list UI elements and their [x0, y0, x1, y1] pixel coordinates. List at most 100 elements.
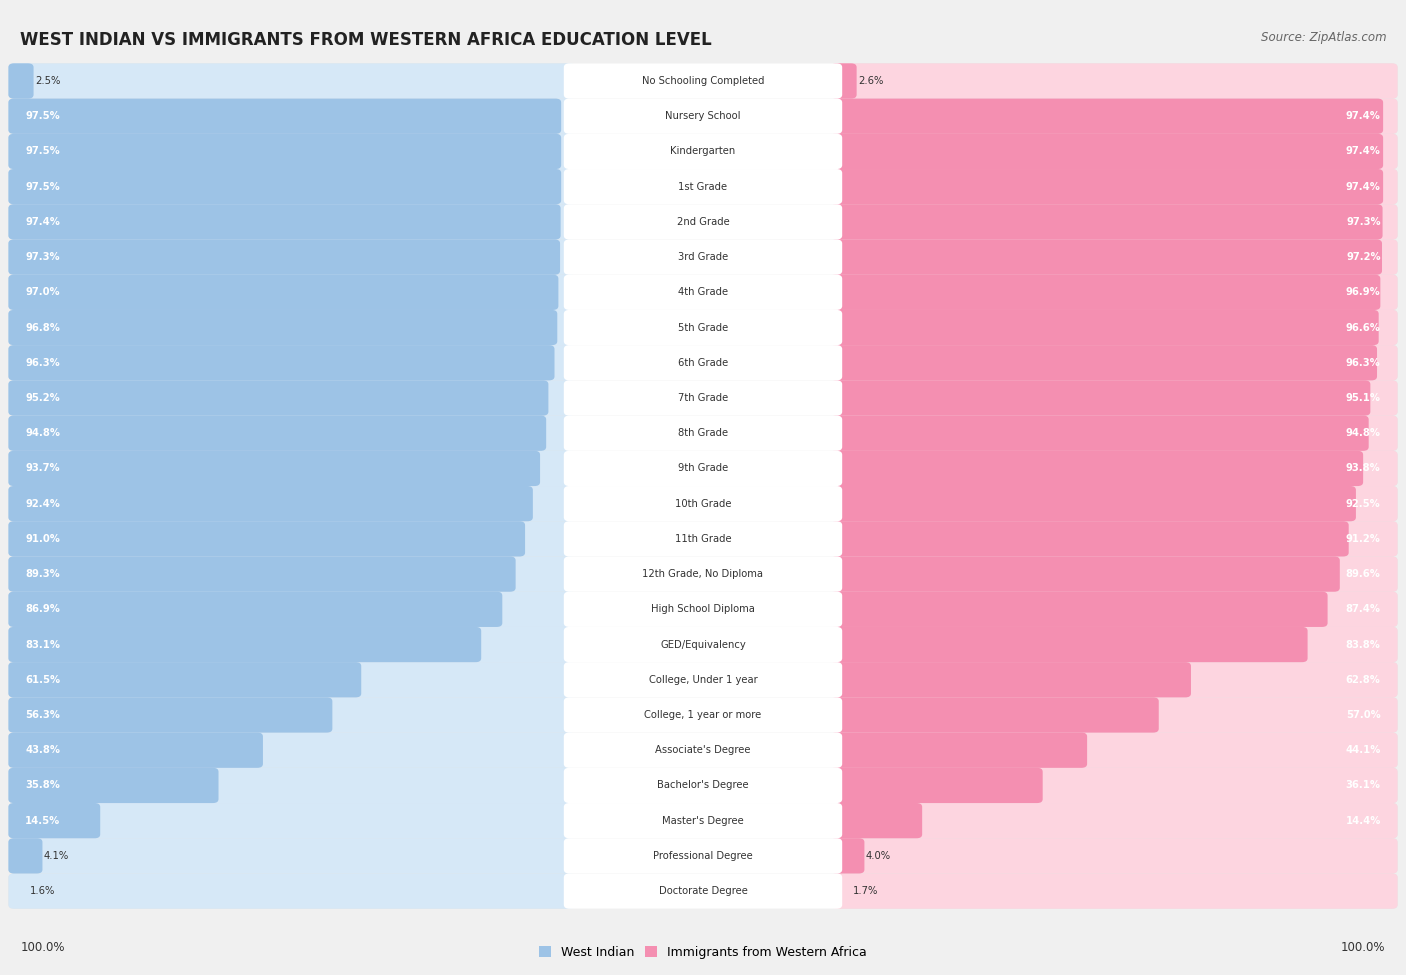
FancyBboxPatch shape	[831, 98, 1398, 134]
FancyBboxPatch shape	[564, 627, 842, 662]
FancyBboxPatch shape	[8, 134, 561, 169]
FancyBboxPatch shape	[8, 767, 218, 803]
Text: 56.3%: 56.3%	[25, 710, 60, 720]
Text: 1.7%: 1.7%	[853, 886, 879, 896]
FancyBboxPatch shape	[8, 98, 561, 134]
FancyBboxPatch shape	[8, 557, 1398, 592]
FancyBboxPatch shape	[831, 345, 1398, 380]
FancyBboxPatch shape	[831, 838, 865, 874]
FancyBboxPatch shape	[8, 345, 1398, 380]
FancyBboxPatch shape	[8, 169, 561, 205]
Text: 97.5%: 97.5%	[25, 181, 60, 192]
FancyBboxPatch shape	[8, 450, 1398, 487]
FancyBboxPatch shape	[831, 697, 1159, 732]
Text: 4th Grade: 4th Grade	[678, 288, 728, 297]
Text: 96.9%: 96.9%	[1346, 288, 1381, 297]
FancyBboxPatch shape	[831, 838, 1398, 874]
FancyBboxPatch shape	[831, 557, 1398, 592]
Text: 87.4%: 87.4%	[1346, 604, 1381, 614]
FancyBboxPatch shape	[831, 240, 1382, 275]
Text: 100.0%: 100.0%	[1340, 941, 1385, 955]
FancyBboxPatch shape	[8, 63, 34, 98]
FancyBboxPatch shape	[564, 310, 842, 345]
Text: 1.6%: 1.6%	[30, 886, 55, 896]
FancyBboxPatch shape	[831, 522, 1398, 557]
Text: 96.6%: 96.6%	[1346, 323, 1381, 332]
FancyBboxPatch shape	[564, 204, 842, 240]
Text: High School Diploma: High School Diploma	[651, 604, 755, 614]
FancyBboxPatch shape	[8, 662, 575, 697]
FancyBboxPatch shape	[831, 627, 1308, 662]
Text: 3rd Grade: 3rd Grade	[678, 253, 728, 262]
FancyBboxPatch shape	[831, 557, 1340, 592]
FancyBboxPatch shape	[831, 310, 1379, 345]
FancyBboxPatch shape	[8, 134, 1398, 169]
FancyBboxPatch shape	[8, 838, 575, 874]
FancyBboxPatch shape	[831, 767, 1398, 803]
FancyBboxPatch shape	[8, 310, 1398, 345]
Text: 93.8%: 93.8%	[1346, 463, 1381, 474]
FancyBboxPatch shape	[564, 240, 842, 275]
Text: 91.0%: 91.0%	[25, 534, 60, 544]
Text: 97.0%: 97.0%	[25, 288, 60, 297]
Text: 83.8%: 83.8%	[1346, 640, 1381, 649]
FancyBboxPatch shape	[831, 134, 1398, 169]
Text: 97.4%: 97.4%	[1346, 146, 1381, 156]
Text: Professional Degree: Professional Degree	[654, 851, 752, 861]
FancyBboxPatch shape	[564, 380, 842, 415]
FancyBboxPatch shape	[831, 415, 1398, 450]
FancyBboxPatch shape	[8, 627, 1398, 662]
FancyBboxPatch shape	[8, 803, 575, 838]
FancyBboxPatch shape	[8, 874, 1398, 909]
FancyBboxPatch shape	[8, 838, 1398, 874]
Text: No Schooling Completed: No Schooling Completed	[641, 76, 765, 86]
FancyBboxPatch shape	[8, 522, 524, 557]
Text: 93.7%: 93.7%	[25, 463, 60, 474]
FancyBboxPatch shape	[564, 345, 842, 380]
Text: 83.1%: 83.1%	[25, 640, 60, 649]
FancyBboxPatch shape	[831, 697, 1398, 732]
FancyBboxPatch shape	[831, 275, 1381, 310]
FancyBboxPatch shape	[564, 486, 842, 522]
FancyBboxPatch shape	[8, 380, 575, 415]
Text: 97.5%: 97.5%	[25, 111, 60, 121]
FancyBboxPatch shape	[8, 803, 100, 838]
Text: 91.2%: 91.2%	[1346, 534, 1381, 544]
Text: Source: ZipAtlas.com: Source: ZipAtlas.com	[1261, 31, 1386, 44]
FancyBboxPatch shape	[8, 169, 575, 205]
FancyBboxPatch shape	[831, 522, 1348, 557]
FancyBboxPatch shape	[8, 380, 1398, 415]
FancyBboxPatch shape	[564, 275, 842, 310]
Text: 6th Grade: 6th Grade	[678, 358, 728, 368]
FancyBboxPatch shape	[564, 803, 842, 838]
FancyBboxPatch shape	[564, 874, 842, 909]
Text: 14.4%: 14.4%	[1346, 816, 1381, 826]
Text: 12th Grade, No Diploma: 12th Grade, No Diploma	[643, 569, 763, 579]
FancyBboxPatch shape	[8, 275, 1398, 310]
FancyBboxPatch shape	[831, 662, 1191, 697]
FancyBboxPatch shape	[831, 310, 1398, 345]
FancyBboxPatch shape	[8, 486, 533, 522]
Text: 89.3%: 89.3%	[25, 569, 60, 579]
FancyBboxPatch shape	[564, 415, 842, 450]
Text: 92.4%: 92.4%	[25, 498, 60, 509]
FancyBboxPatch shape	[8, 450, 540, 487]
Text: 97.4%: 97.4%	[1346, 181, 1381, 192]
FancyBboxPatch shape	[8, 310, 575, 345]
FancyBboxPatch shape	[8, 557, 575, 592]
Text: 96.8%: 96.8%	[25, 323, 60, 332]
Text: 9th Grade: 9th Grade	[678, 463, 728, 474]
FancyBboxPatch shape	[8, 803, 1398, 838]
Text: 96.3%: 96.3%	[1346, 358, 1381, 368]
FancyBboxPatch shape	[831, 240, 1398, 275]
FancyBboxPatch shape	[8, 310, 557, 345]
FancyBboxPatch shape	[8, 240, 1398, 275]
FancyBboxPatch shape	[564, 767, 842, 803]
FancyBboxPatch shape	[8, 732, 1398, 768]
Text: 96.3%: 96.3%	[25, 358, 60, 368]
FancyBboxPatch shape	[8, 450, 575, 487]
Text: 86.9%: 86.9%	[25, 604, 60, 614]
Text: 92.5%: 92.5%	[1346, 498, 1381, 509]
FancyBboxPatch shape	[8, 592, 575, 627]
FancyBboxPatch shape	[831, 380, 1371, 415]
